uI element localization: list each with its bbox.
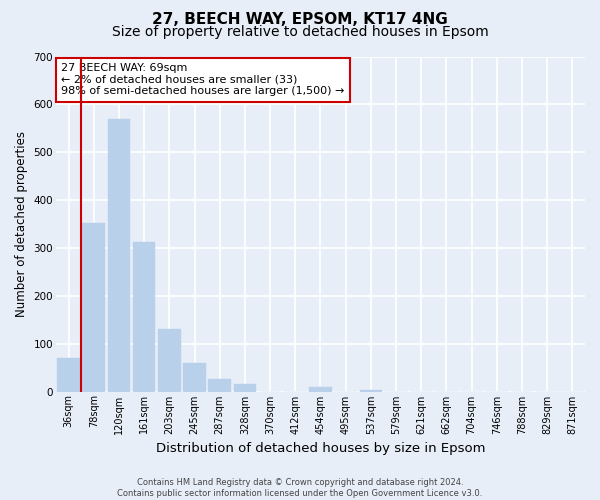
Text: 27 BEECH WAY: 69sqm
← 2% of detached houses are smaller (33)
98% of semi-detache: 27 BEECH WAY: 69sqm ← 2% of detached hou… <box>61 63 344 96</box>
X-axis label: Distribution of detached houses by size in Epsom: Distribution of detached houses by size … <box>156 442 485 455</box>
Text: 27, BEECH WAY, EPSOM, KT17 4NG: 27, BEECH WAY, EPSOM, KT17 4NG <box>152 12 448 28</box>
Bar <box>309 386 332 392</box>
Bar <box>183 363 206 392</box>
Y-axis label: Number of detached properties: Number of detached properties <box>15 131 28 317</box>
Text: Contains HM Land Registry data © Crown copyright and database right 2024.
Contai: Contains HM Land Registry data © Crown c… <box>118 478 482 498</box>
Bar <box>158 330 181 392</box>
Text: Size of property relative to detached houses in Epsom: Size of property relative to detached ho… <box>112 25 488 39</box>
Bar <box>359 390 382 392</box>
Bar <box>107 118 130 392</box>
Bar <box>133 242 155 392</box>
Bar <box>57 358 80 392</box>
Bar <box>82 223 105 392</box>
Bar <box>233 384 256 392</box>
Bar <box>208 379 231 392</box>
